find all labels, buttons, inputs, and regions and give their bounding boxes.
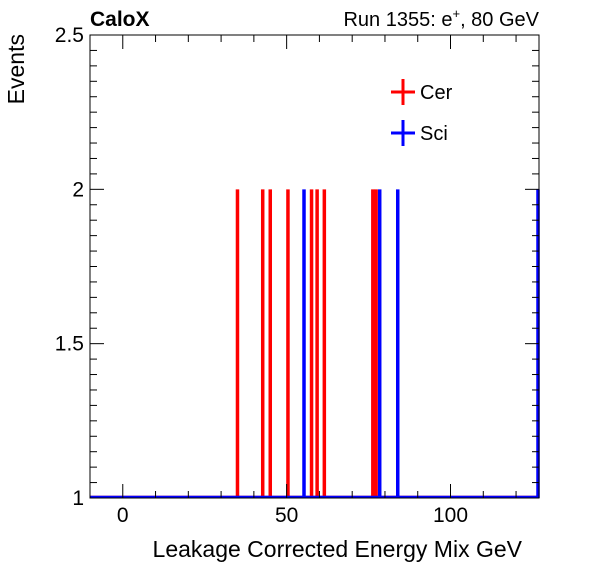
x-tick-label: 100 xyxy=(433,504,468,527)
legend-marker-sci xyxy=(391,120,415,146)
run-label-prefix: Run 1355: e xyxy=(343,9,452,31)
legend-label-cer: Cer xyxy=(420,82,453,104)
y-tick-label: 2 xyxy=(72,178,84,201)
legend-label-sci: Sci xyxy=(420,123,448,145)
run-label-superscript: + xyxy=(452,6,460,21)
y-tick-label: 1 xyxy=(72,487,84,510)
legend-entry-cer: Cer xyxy=(391,79,453,105)
legend: Cer Sci xyxy=(391,79,453,146)
x-tick-label: 50 xyxy=(275,504,298,527)
plot-frame xyxy=(89,34,540,499)
axis-ticks-group xyxy=(89,34,539,499)
y-tick-label: 1.5 xyxy=(55,333,84,356)
legend-entry-sci: Sci xyxy=(391,120,448,146)
run-label-suffix: , 80 GeV xyxy=(460,9,540,31)
experiment-label: CaloX xyxy=(90,8,150,31)
tick-labels-group: 0 50 100 1 1.5 2 2.5 xyxy=(55,24,468,527)
data-series-group xyxy=(90,189,540,499)
y-axis-title: Events xyxy=(3,34,29,104)
legend-marker-cer xyxy=(391,79,415,105)
y-tick-label: 2.5 xyxy=(55,24,84,47)
x-axis-title: Leakage Corrected Energy Mix GeV xyxy=(153,536,523,562)
x-tick-label: 0 xyxy=(117,504,129,527)
run-label: Run 1355: e+, 80 GeV xyxy=(343,6,539,31)
